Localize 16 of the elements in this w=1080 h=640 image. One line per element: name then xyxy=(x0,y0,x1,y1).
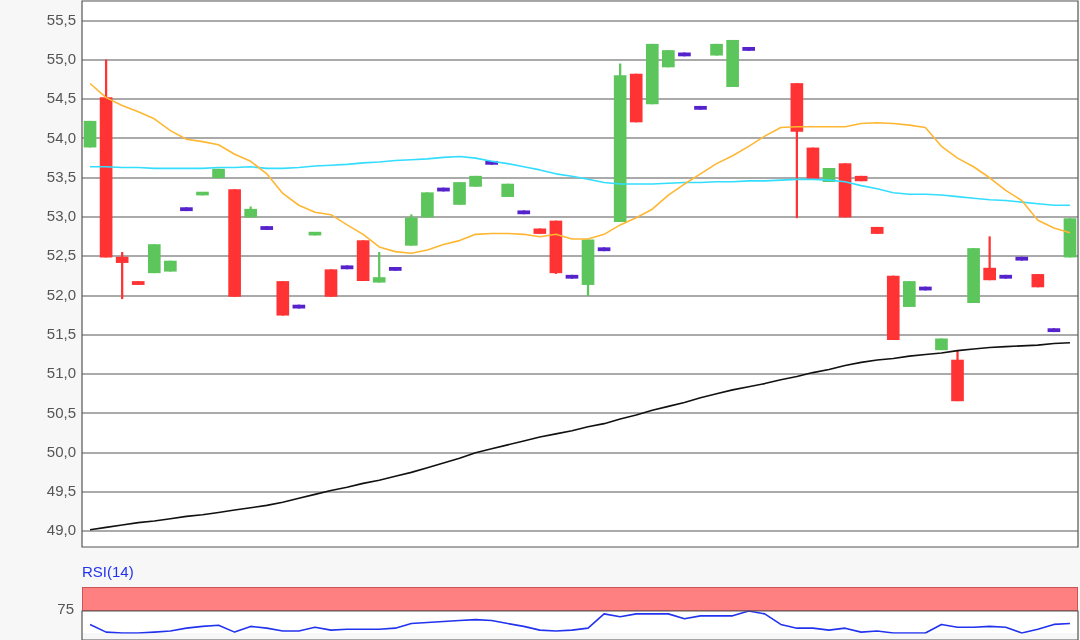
y-tick-label: 49,0 xyxy=(46,521,76,539)
y-tick-label: 53,5 xyxy=(46,167,76,185)
y-tick-label: 54,5 xyxy=(46,89,76,107)
text: 75 xyxy=(57,600,74,617)
y-tick-label: 51,0 xyxy=(46,364,76,382)
y-tick-label: 52,0 xyxy=(46,285,76,303)
y-tick-label: 49,5 xyxy=(46,482,76,500)
chart-title: RSI(14) xyxy=(82,563,134,581)
y-tick-label: 52,5 xyxy=(46,246,76,264)
y-tick-label: 55,0 xyxy=(46,50,76,68)
y-tick-label: 50,5 xyxy=(46,403,76,421)
y-tick-label: 53,0 xyxy=(46,207,76,225)
y-tick-label: 51,5 xyxy=(46,325,76,343)
y-tick-label: 55,5 xyxy=(46,10,76,28)
y-tick-label: 50,0 xyxy=(46,442,76,460)
y-tick-label: 54,0 xyxy=(46,128,76,146)
